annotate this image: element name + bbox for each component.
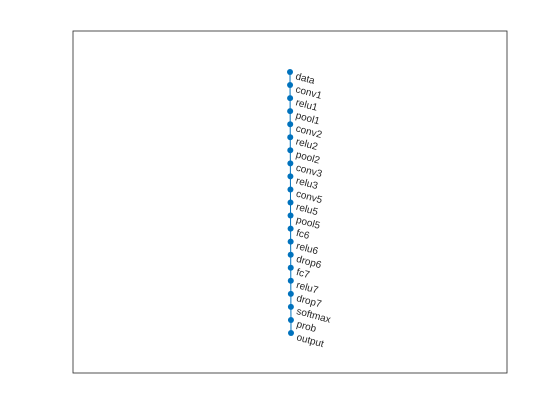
node-relu1[interactable] — [287, 95, 294, 102]
node-relu3[interactable] — [287, 173, 294, 180]
node-label-fc6: fc6 — [295, 228, 311, 242]
node-conv3[interactable] — [287, 160, 294, 167]
node-label-prob: prob — [295, 319, 318, 335]
node-drop7[interactable] — [287, 290, 294, 297]
node-pool2[interactable] — [287, 147, 294, 154]
node-relu6[interactable] — [287, 238, 294, 245]
node-data[interactable] — [287, 69, 293, 75]
node-relu2[interactable] — [287, 134, 294, 141]
graph-labels: dataconv1relu1pool1conv2relu2pool2conv3r… — [294, 71, 332, 350]
node-conv5[interactable] — [287, 186, 294, 193]
graph-nodes — [287, 69, 294, 336]
node-prob[interactable] — [287, 316, 294, 323]
node-label-data: data — [294, 71, 316, 87]
node-output[interactable] — [288, 330, 294, 336]
node-fc6[interactable] — [287, 225, 294, 232]
node-softmax[interactable] — [287, 303, 294, 310]
node-conv2[interactable] — [287, 121, 294, 128]
node-relu7[interactable] — [287, 277, 294, 284]
node-pool5[interactable] — [287, 212, 294, 219]
node-fc7[interactable] — [287, 264, 294, 271]
node-conv1[interactable] — [287, 82, 294, 89]
node-relu5[interactable] — [287, 199, 294, 206]
node-drop6[interactable] — [287, 251, 294, 258]
node-pool1[interactable] — [287, 108, 294, 115]
node-label-fc7: fc7 — [295, 267, 311, 281]
